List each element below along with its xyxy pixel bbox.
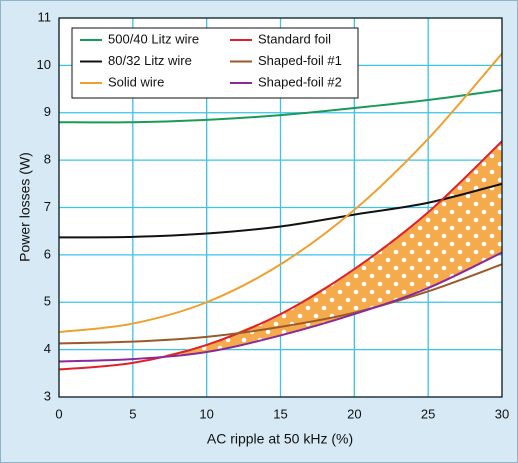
plot-frame — [58, 17, 503, 398]
x-tick-label: 25 — [421, 406, 435, 421]
x-tick-label: 10 — [199, 406, 213, 421]
line — [59, 251, 502, 363]
y-tick-label: 11 — [38, 9, 52, 24]
x-tick-label: 30 — [495, 406, 509, 421]
y-tick-label: 3 — [44, 388, 51, 403]
y-axis-label: Power losses (W) — [17, 152, 33, 262]
line — [59, 263, 502, 345]
legend-label: 500/40 Litz wire — [108, 31, 199, 46]
line — [59, 52, 502, 334]
y-tick-label: 7 — [44, 199, 51, 214]
y-tick-label: 9 — [44, 104, 51, 119]
y-tick-label: 8 — [44, 152, 51, 167]
y-tick-label: 10 — [37, 57, 51, 72]
legend-label: Shaped-foil #1 — [258, 53, 342, 68]
x-tick-label: 20 — [347, 406, 361, 421]
x-tick-label: 15 — [273, 406, 287, 421]
legend-label: Standard foil — [258, 31, 331, 46]
y-tick-label: 6 — [44, 246, 51, 261]
line — [59, 140, 502, 371]
legend-label: Shaped-foil #2 — [258, 74, 342, 89]
legend — [71, 27, 359, 99]
legend-label: 80/32 Litz wire — [108, 53, 192, 68]
y-tick-label: 5 — [44, 294, 51, 309]
line — [59, 89, 502, 124]
x-axis-label: AC ripple at 50 kHz (%) — [207, 431, 353, 447]
x-tick-label: 5 — [129, 406, 136, 421]
line — [59, 182, 502, 239]
shaded-region — [158, 141, 502, 357]
y-tick-label: 4 — [44, 341, 51, 356]
x-tick-label: 0 — [55, 406, 62, 421]
legend-label: Solid wire — [108, 74, 164, 89]
